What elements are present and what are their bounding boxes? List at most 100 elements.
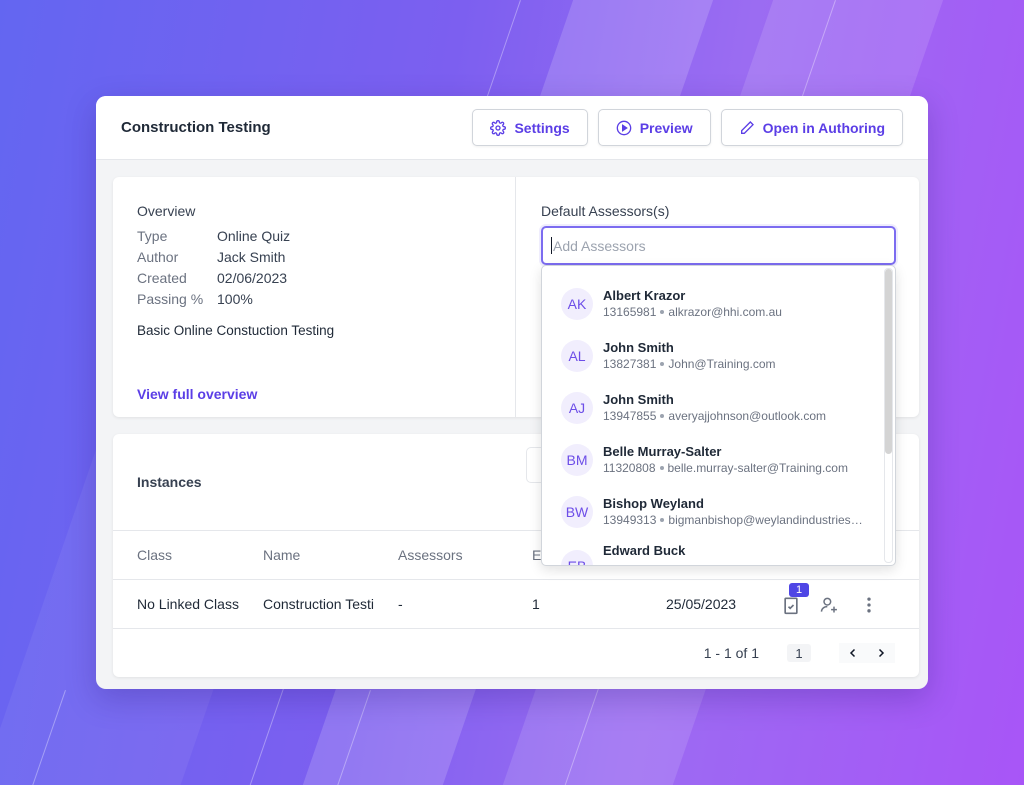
assessor-email: bigmanbishop@weylandindustries.com [668,513,865,527]
avatar: AL [561,340,593,372]
assessors-option-list: AK Albert Krazor 13165981 alkrazor@hhi.co… [542,266,895,565]
table-header-row: Class Name Assessors E [113,531,919,580]
field-label: Type [137,228,168,244]
separator-dot [660,517,665,522]
default-assessors-label: Default Assessors(s) [541,203,670,219]
field-value: 02/06/2023 [217,270,288,286]
overview-description: Basic Online Constuction Testing [137,323,335,338]
background-line [76,690,371,785]
field-value: Online Quiz [217,228,291,244]
field-label: Passing % [137,291,204,307]
scrollbar-thumb[interactable] [885,269,892,454]
dropdown-scrollbar[interactable] [884,268,893,563]
instances-title: Instances [137,474,202,490]
overview-row-created: Created 02/06/2023 [137,268,491,289]
assessor-name: Edward Buck [603,543,686,558]
pencil-icon [740,120,754,134]
add-assessors-placeholder: Add Assessors [553,237,646,254]
open-in-authoring-label: Open in Authoring [762,119,885,136]
cell-class: No Linked Class [137,596,239,612]
assessor-id: 13827381 [603,357,657,371]
overview-section: Overview Type Online Quiz Author Jack Sm… [113,177,516,417]
assessor-details: 13827381 John@Training.com [603,356,865,373]
column-header-assessors[interactable]: Assessors [398,547,463,563]
view-full-overview-link[interactable]: View full overview [137,386,258,402]
previous-page-button[interactable] [839,643,867,663]
preview-label: Preview [639,119,693,136]
open-in-authoring-button[interactable]: Open in Authoring [720,109,903,146]
separator-dot [660,361,665,366]
assessor-email: belle.murray-salter@Training.com [667,461,848,475]
field-value: Jack Smith [217,249,286,265]
chevron-right-icon [878,648,885,658]
chevron-left-icon [849,648,856,658]
assessor-id: 13949313 [603,513,657,527]
default-assessors-section: Default Assessors(s) Add Assessors [517,177,919,291]
page-title: Construction Testing [121,119,271,136]
play-circle-icon [616,120,632,135]
assessor-name: Albert Krazor [603,288,686,303]
cell-e: 1 [532,596,540,612]
cell-name: Construction Testi [263,596,375,612]
preview-button[interactable]: Preview [597,109,711,146]
assessor-email: John@Training.com [668,357,776,371]
avatar: AJ [561,392,593,424]
field-label: Created [137,270,187,286]
separator-dot [659,465,664,470]
overview-row-passing: Passing % 100% [137,289,491,310]
cell-date: 25/05/2023 [666,596,737,612]
assessor-email: averyajjohnson@outlook.com [668,409,826,423]
field-value: 100% [217,291,253,307]
assessor-details: 13165981 alkrazor@hhi.com.au [603,304,865,321]
column-header-e[interactable]: E [532,547,542,563]
table-row[interactable]: No Linked Class Construction Testi - 1 2… [113,580,919,629]
avatar: BW [561,496,593,528]
window-header: Construction Testing Settings Preview Op… [96,96,928,160]
assessment-window: Construction Testing Settings Preview Op… [96,96,928,689]
page-number[interactable]: 1 [787,644,811,662]
assessor-id: 13165981 [603,305,657,319]
pending-count-badge: 1 [789,583,809,597]
assessor-option[interactable]: AJ John Smith 13947855 averyajjohnson@out… [542,382,895,434]
overview-heading: Overview [137,203,196,219]
assessor-name: John Smith [603,340,674,355]
separator-dot [660,309,665,314]
field-label: Author [137,249,179,265]
background-line [0,690,66,785]
avatar: EB [561,550,593,565]
assessor-id: 13947855 [603,409,657,423]
next-page-button[interactable] [867,643,895,663]
avatar: BM [561,444,593,476]
assessor-option[interactable]: BW Bishop Weyland 13949313 bigmanbishop@w… [542,486,895,538]
assessor-details: 13949313 bigmanbishop@weylandindustries.c… [603,512,865,529]
add-assessors-input[interactable]: Add Assessors [541,226,896,265]
add-user-icon[interactable] [819,595,839,615]
assessor-details: 11320808 belle.murray-salter@Training.com [603,460,865,477]
avatar: AK [561,288,593,320]
gear-icon [490,119,507,136]
assessor-name: John Smith [603,392,674,407]
cell-assessors: - [398,596,403,612]
assessor-id: 11320808 [603,461,656,475]
overview-row-type: Type Online Quiz [137,226,491,247]
column-header-name[interactable]: Name [263,547,301,563]
assessor-option[interactable]: AL John Smith 13827381 John@Training.com [542,330,895,382]
settings-button[interactable]: Settings [472,109,588,146]
assessor-name: Belle Murray-Salter [603,444,722,459]
text-caret [551,237,552,254]
assessor-option[interactable]: EB Edward Buck [542,538,895,565]
pagination: 1 - 1 of 1 1 [113,629,919,677]
assessor-details: 13947855 averyajjohnson@outlook.com [603,408,865,425]
more-vertical-icon[interactable] [859,595,879,615]
separator-dot [660,413,665,418]
assessor-option[interactable]: AK Albert Krazor 13165981 alkrazor@hhi.co… [542,278,895,330]
pagination-range: 1 - 1 of 1 [703,645,759,661]
assessors-dropdown: AK Albert Krazor 13165981 alkrazor@hhi.co… [541,265,896,566]
overview-row-author: Author Jack Smith [137,247,491,268]
assessor-name: Bishop Weyland [603,496,704,511]
clipboard-check-icon[interactable] [781,595,801,615]
settings-label: Settings [514,119,570,136]
assessor-email: alkrazor@hhi.com.au [668,305,782,319]
assessor-option[interactable]: BM Belle Murray-Salter 11320808 belle.mur… [542,434,895,486]
column-header-class[interactable]: Class [137,547,173,563]
